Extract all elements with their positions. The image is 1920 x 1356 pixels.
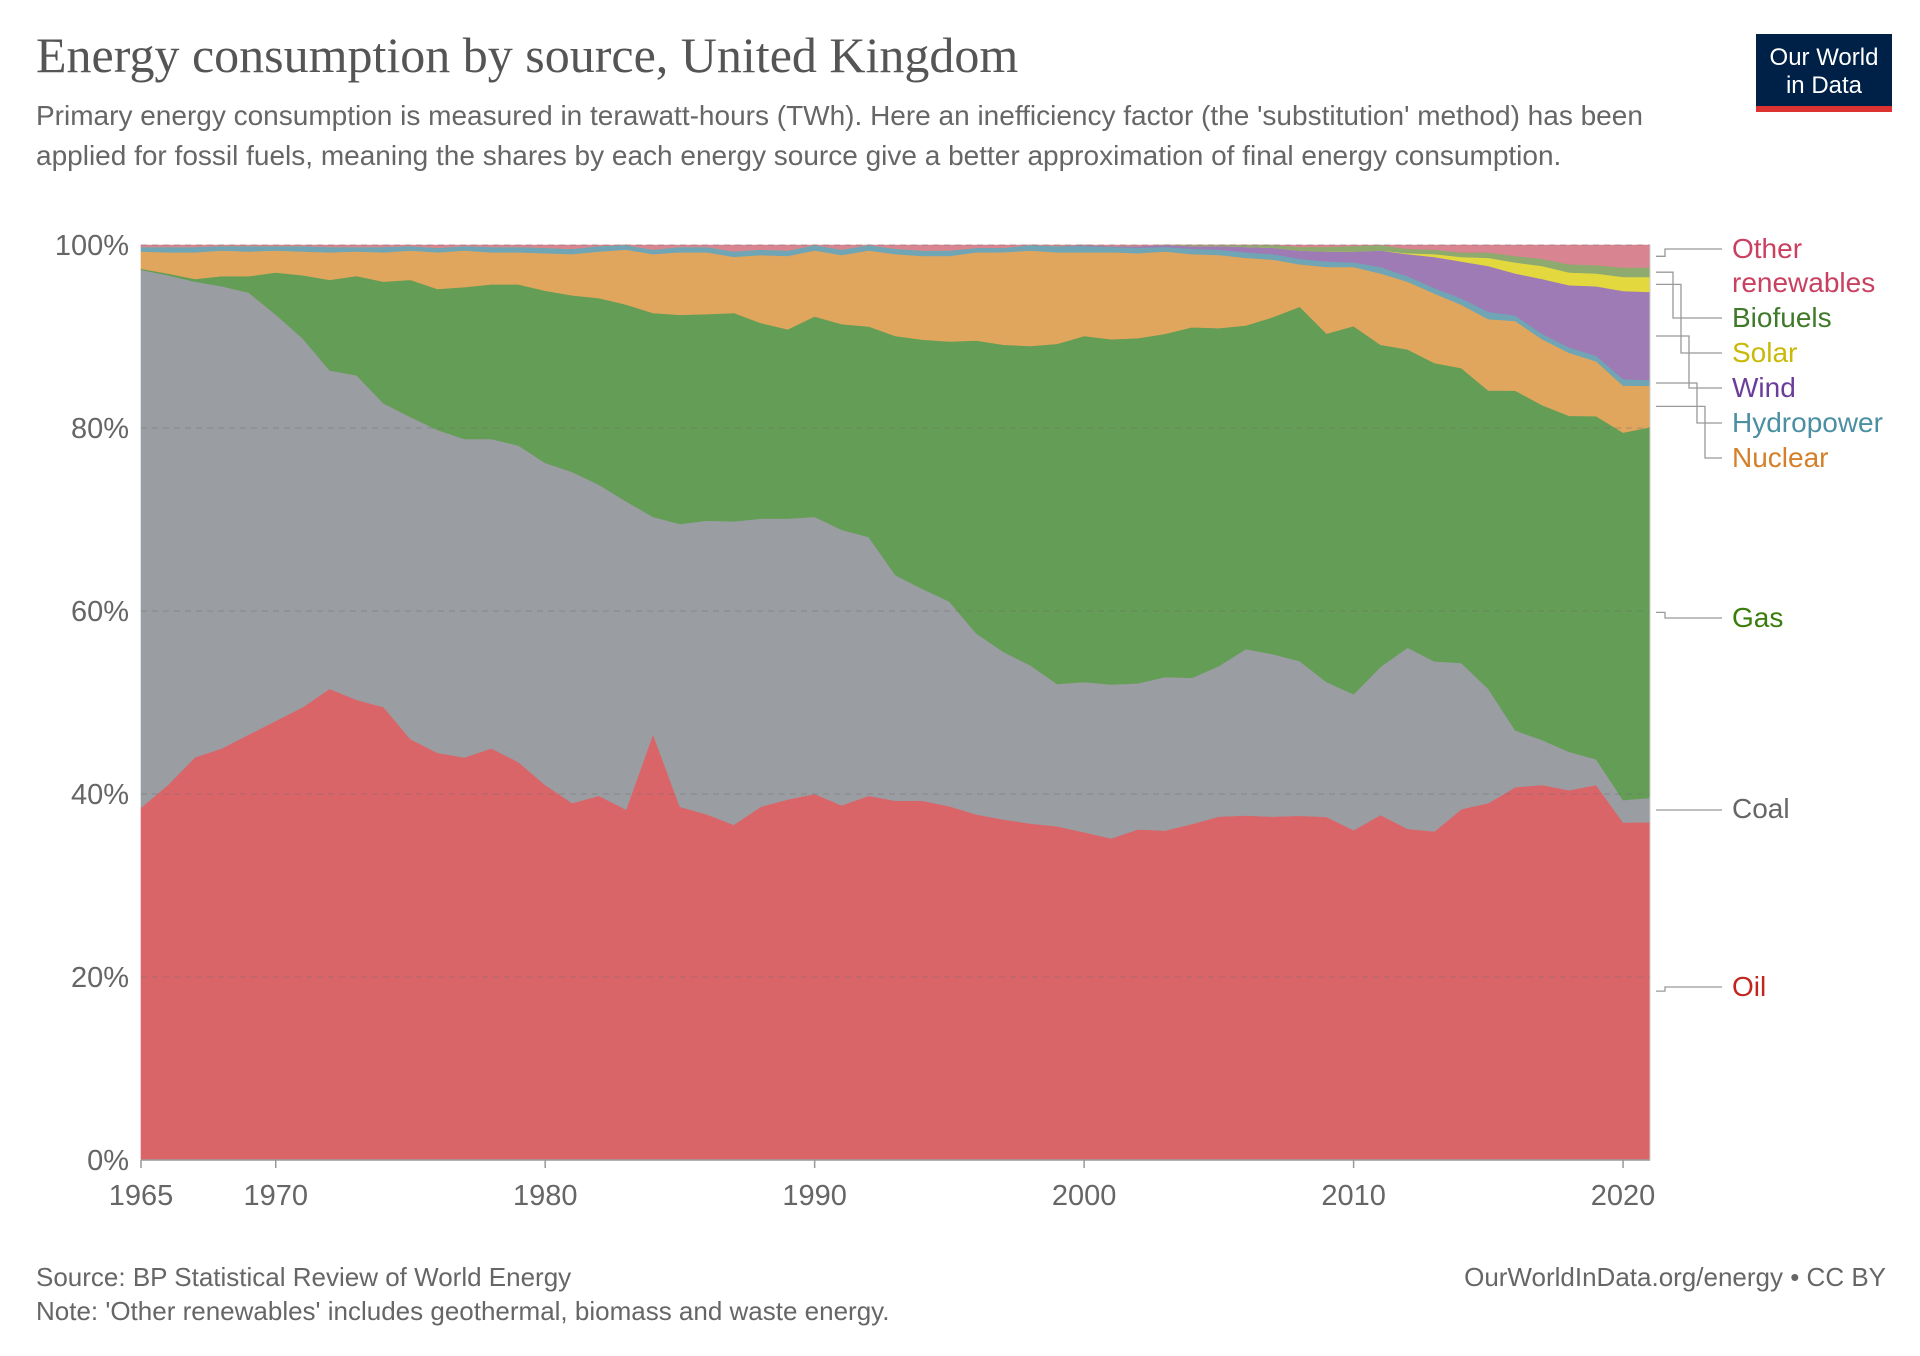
legend-label-solar[interactable]: Solar [1732,337,1797,368]
x-tick-label: 1990 [782,1180,847,1212]
legend-leader-gas [1656,611,1722,619]
legend-leader-hydropower [1656,382,1722,424]
area-layer [140,244,1651,1161]
x-tick-label: 2020 [1591,1180,1656,1212]
legend-leader-biofuels [1656,271,1722,319]
x-tick-label: 1980 [513,1180,578,1212]
legend-label-other-renewables-line2[interactable]: renewables [1732,267,1875,298]
logo-line-1: Our World [1769,44,1879,71]
legend-label-coal[interactable]: Coal [1732,793,1790,824]
gridlines [141,244,1650,978]
y-tick-label: 100% [55,230,129,262]
legend-label-oil[interactable]: Oil [1732,971,1766,1002]
legend-leader-other-renewables [1656,248,1722,257]
x-tick-label: 1965 [109,1180,174,1212]
legend-label-wind[interactable]: Wind [1732,372,1796,403]
legend-leader-wind [1656,335,1722,389]
logo-line-2: in Data [1785,72,1863,99]
source-note: Source: BP Statistical Review of World E… [36,1262,572,1292]
chart-subtitle: Primary energy consumption is measured i… [36,100,1643,171]
y-tick-label: 60% [71,596,129,628]
legend-leader-oil [1656,986,1722,992]
x-tick-label: 2010 [1321,1180,1386,1212]
y-tick-label: 0% [87,1145,129,1177]
legend-label-gas[interactable]: Gas [1732,602,1783,633]
legend: Oil Coal Gas Nuclear Hydropower Wind Solar Biof… [1656,233,1883,1002]
legend-leader-solar [1656,283,1722,354]
x-tick-label: 1970 [243,1180,308,1212]
chart-title: Energy consumption by source, United Kin… [36,27,1019,83]
legend-label-hydropower[interactable]: Hydropower [1732,407,1883,438]
y-tick-label: 80% [71,413,129,445]
legend-label-other-renewables-line1[interactable]: Other [1732,233,1802,264]
footnote: Note: 'Other renewables' includes geothe… [36,1296,890,1326]
legend-label-biofuels[interactable]: Biofuels [1732,302,1832,333]
legend-label-nuclear[interactable]: Nuclear [1732,442,1828,473]
legend-leader-nuclear [1656,405,1722,459]
owid-logo[interactable]: Our World in Data [1756,34,1892,112]
axes: 0% 20% 40% 60% 80% 100% 1965 1970 1980 1990 2000 20… [55,230,1655,1212]
source-link[interactable]: OurWorldInData.org/energy • CC BY [1464,1262,1886,1292]
x-tick-label: 2000 [1052,1180,1117,1212]
y-tick-label: 40% [71,779,129,811]
y-tick-label: 20% [71,962,129,994]
